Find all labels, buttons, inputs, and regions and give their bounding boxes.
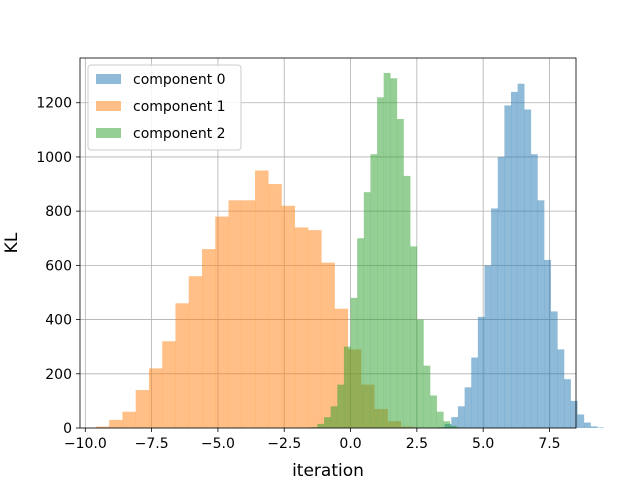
x-axis-label: iteration bbox=[292, 461, 364, 480]
histogram-bar bbox=[457, 406, 465, 428]
histogram-bar bbox=[550, 311, 558, 428]
histogram-bar bbox=[583, 422, 591, 428]
histogram-bar bbox=[363, 192, 371, 428]
histogram-bar bbox=[255, 170, 269, 428]
plot-frame bbox=[79, 57, 577, 429]
histogram-bar bbox=[162, 341, 176, 428]
histogram-bar bbox=[321, 262, 335, 428]
histogram-bar bbox=[148, 368, 163, 428]
y-tick-label: 800 bbox=[45, 204, 72, 220]
histogram-bar bbox=[109, 419, 123, 428]
histogram-bar bbox=[377, 97, 384, 429]
histogram-bar bbox=[308, 230, 322, 428]
histogram-bar bbox=[337, 384, 345, 428]
histogram-bar bbox=[241, 200, 256, 428]
legend: component 0 component 1 component 2 bbox=[87, 64, 242, 151]
y-tick-label: 1200 bbox=[36, 96, 72, 112]
histogram-bar bbox=[343, 346, 351, 428]
histogram-bar bbox=[537, 200, 545, 428]
legend-label: component 2 bbox=[133, 126, 226, 142]
histogram-bar bbox=[215, 216, 229, 428]
histogram-bar bbox=[390, 78, 398, 428]
histogram-bar bbox=[484, 265, 492, 428]
histogram-bar bbox=[430, 395, 437, 428]
series-1-bars bbox=[95, 170, 415, 428]
histogram-bar bbox=[294, 227, 309, 428]
histogram-bar bbox=[416, 319, 424, 428]
y-tick-label: 600 bbox=[45, 258, 72, 274]
x-tick-label: −10.0 bbox=[64, 436, 107, 452]
y-tick-label: 1000 bbox=[36, 150, 72, 166]
histogram-bar bbox=[396, 118, 404, 428]
histogram-bar bbox=[464, 387, 472, 428]
y-tick-label: 200 bbox=[45, 367, 72, 383]
histogram-bar bbox=[577, 414, 585, 428]
histogram-bar bbox=[330, 406, 338, 428]
histogram-bar bbox=[517, 83, 525, 428]
histogram-bar bbox=[357, 238, 365, 428]
histogram-bar bbox=[504, 105, 512, 428]
histogram-bar bbox=[477, 316, 485, 428]
histogram-bar bbox=[511, 91, 518, 428]
histogram-bar bbox=[443, 421, 451, 428]
histogram-bar bbox=[95, 426, 110, 428]
histogram-bar bbox=[383, 72, 391, 429]
x-tick-label: 5.0 bbox=[472, 436, 494, 452]
legend-box bbox=[87, 64, 242, 151]
histogram-bar bbox=[350, 297, 358, 428]
histogram-bar bbox=[122, 411, 136, 428]
histogram-bar bbox=[544, 259, 552, 428]
legend-label: component 1 bbox=[133, 99, 226, 115]
histogram-bar bbox=[324, 417, 331, 428]
histogram-bar bbox=[530, 154, 538, 428]
histogram-bar bbox=[403, 175, 411, 428]
histogram-bar bbox=[423, 365, 431, 428]
histogram-bar bbox=[228, 200, 242, 428]
histogram-bar bbox=[524, 109, 532, 428]
histogram-bar bbox=[135, 390, 150, 428]
histogram-bar bbox=[410, 246, 418, 428]
histogram-bar bbox=[188, 276, 203, 428]
histogram-bar bbox=[268, 184, 282, 428]
histogram-bar bbox=[370, 154, 378, 428]
histogram-bar bbox=[564, 379, 571, 428]
axis-ticks: −10.0 −7.5 −5.0 −2.5 0.0 2.5 5.0 7.5 0 200 400 600 8… bbox=[36, 96, 560, 452]
histogram-bar bbox=[491, 208, 498, 428]
x-tick-label: −2.5 bbox=[267, 436, 301, 452]
histogram-bar bbox=[497, 156, 505, 428]
legend-swatch bbox=[96, 128, 121, 138]
histogram-bar bbox=[436, 411, 444, 428]
y-tick-label: 400 bbox=[45, 313, 72, 329]
legend-swatch bbox=[96, 74, 121, 84]
histogram-bar bbox=[202, 249, 216, 428]
histogram-bar bbox=[450, 425, 457, 428]
histogram-bar bbox=[471, 357, 479, 428]
x-tick-label: −7.5 bbox=[135, 436, 169, 452]
histogram-bar bbox=[310, 427, 318, 428]
x-tick-label: −5.0 bbox=[201, 436, 235, 452]
x-tick-label: 0.0 bbox=[339, 436, 361, 452]
histogram-bar bbox=[557, 349, 565, 428]
legend-swatch bbox=[96, 101, 121, 111]
histogram-bar bbox=[451, 417, 459, 428]
y-axis-label: KL bbox=[2, 232, 22, 253]
series-0-bars bbox=[438, 83, 605, 428]
histogram-bar bbox=[570, 400, 578, 428]
histogram-bar bbox=[281, 205, 296, 428]
histogram-bar bbox=[175, 303, 189, 428]
histogram-bar bbox=[597, 427, 605, 428]
histogram-bars bbox=[95, 72, 605, 429]
x-tick-label: 2.5 bbox=[406, 436, 428, 452]
histogram-bar bbox=[590, 426, 598, 428]
x-tick-label: 7.5 bbox=[538, 436, 560, 452]
histogram-bar bbox=[317, 423, 325, 428]
legend-label: component 0 bbox=[133, 72, 226, 88]
y-tick-label: 0 bbox=[63, 421, 72, 437]
series-2-bars bbox=[310, 72, 464, 429]
